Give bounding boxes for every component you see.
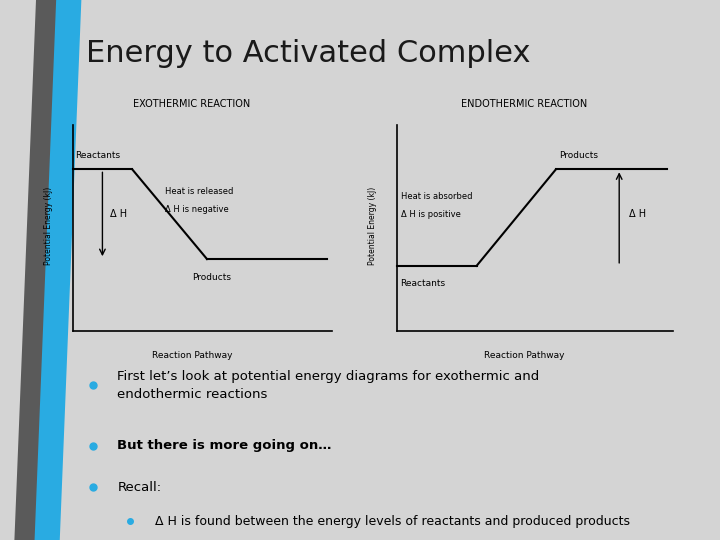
Text: Products: Products — [559, 151, 598, 160]
Polygon shape — [14, 0, 61, 540]
Text: ENDOTHERMIC REACTION: ENDOTHERMIC REACTION — [461, 99, 588, 109]
Text: Recall:: Recall: — [117, 481, 161, 494]
Text: Reactants: Reactants — [400, 279, 446, 288]
Text: EXOTHERMIC REACTION: EXOTHERMIC REACTION — [133, 99, 251, 109]
Text: Δ H: Δ H — [629, 209, 646, 219]
Text: Heat is released: Heat is released — [165, 187, 233, 197]
Text: Energy to Activated Complex: Energy to Activated Complex — [86, 39, 531, 68]
Text: Potential Energy (kJ): Potential Energy (kJ) — [368, 186, 377, 265]
Text: Heat is absorbed: Heat is absorbed — [400, 192, 472, 201]
Text: Δ H is positive: Δ H is positive — [400, 210, 461, 219]
Polygon shape — [35, 0, 81, 540]
Text: Δ H: Δ H — [110, 209, 127, 219]
Text: Reaction Pathway: Reaction Pathway — [152, 351, 233, 360]
Text: Δ H is negative: Δ H is negative — [165, 205, 229, 214]
Text: Reaction Pathway: Reaction Pathway — [484, 351, 564, 360]
Text: First let’s look at potential energy diagrams for exothermic and
endothermic rea: First let’s look at potential energy dia… — [117, 369, 539, 401]
Text: But there is more going on…: But there is more going on… — [117, 439, 332, 452]
Text: Potential Energy (kJ): Potential Energy (kJ) — [44, 186, 53, 265]
Text: Reactants: Reactants — [76, 151, 121, 160]
Text: Δ H is found between the energy levels of reactants and produced products: Δ H is found between the energy levels o… — [155, 515, 629, 528]
Text: Products: Products — [192, 273, 231, 281]
